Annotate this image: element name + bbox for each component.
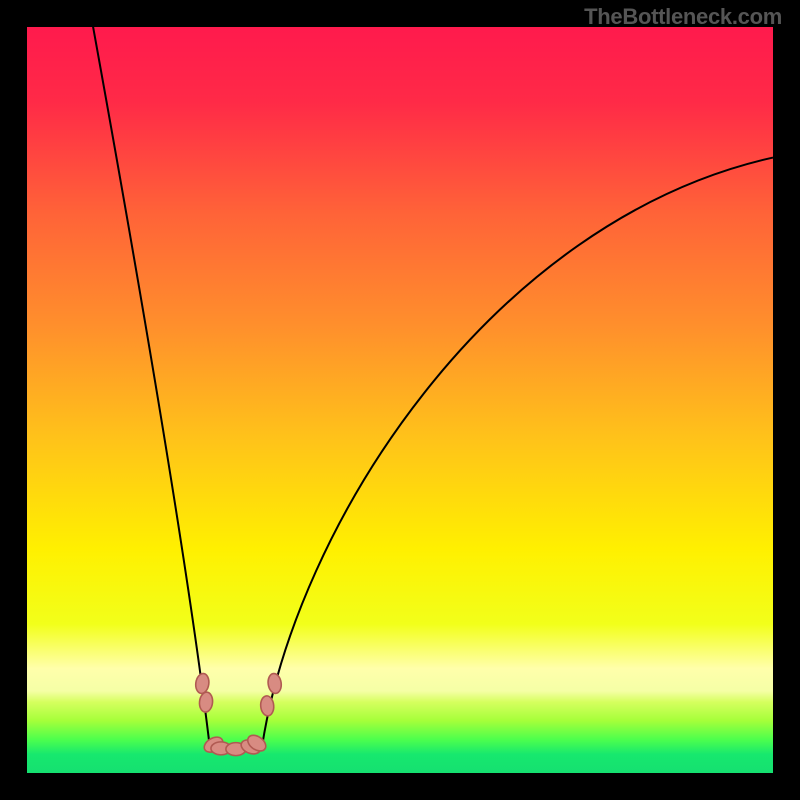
bottleneck-chart [0, 0, 800, 800]
watermark-text: TheBottleneck.com [584, 4, 782, 30]
gradient-background [27, 27, 773, 773]
